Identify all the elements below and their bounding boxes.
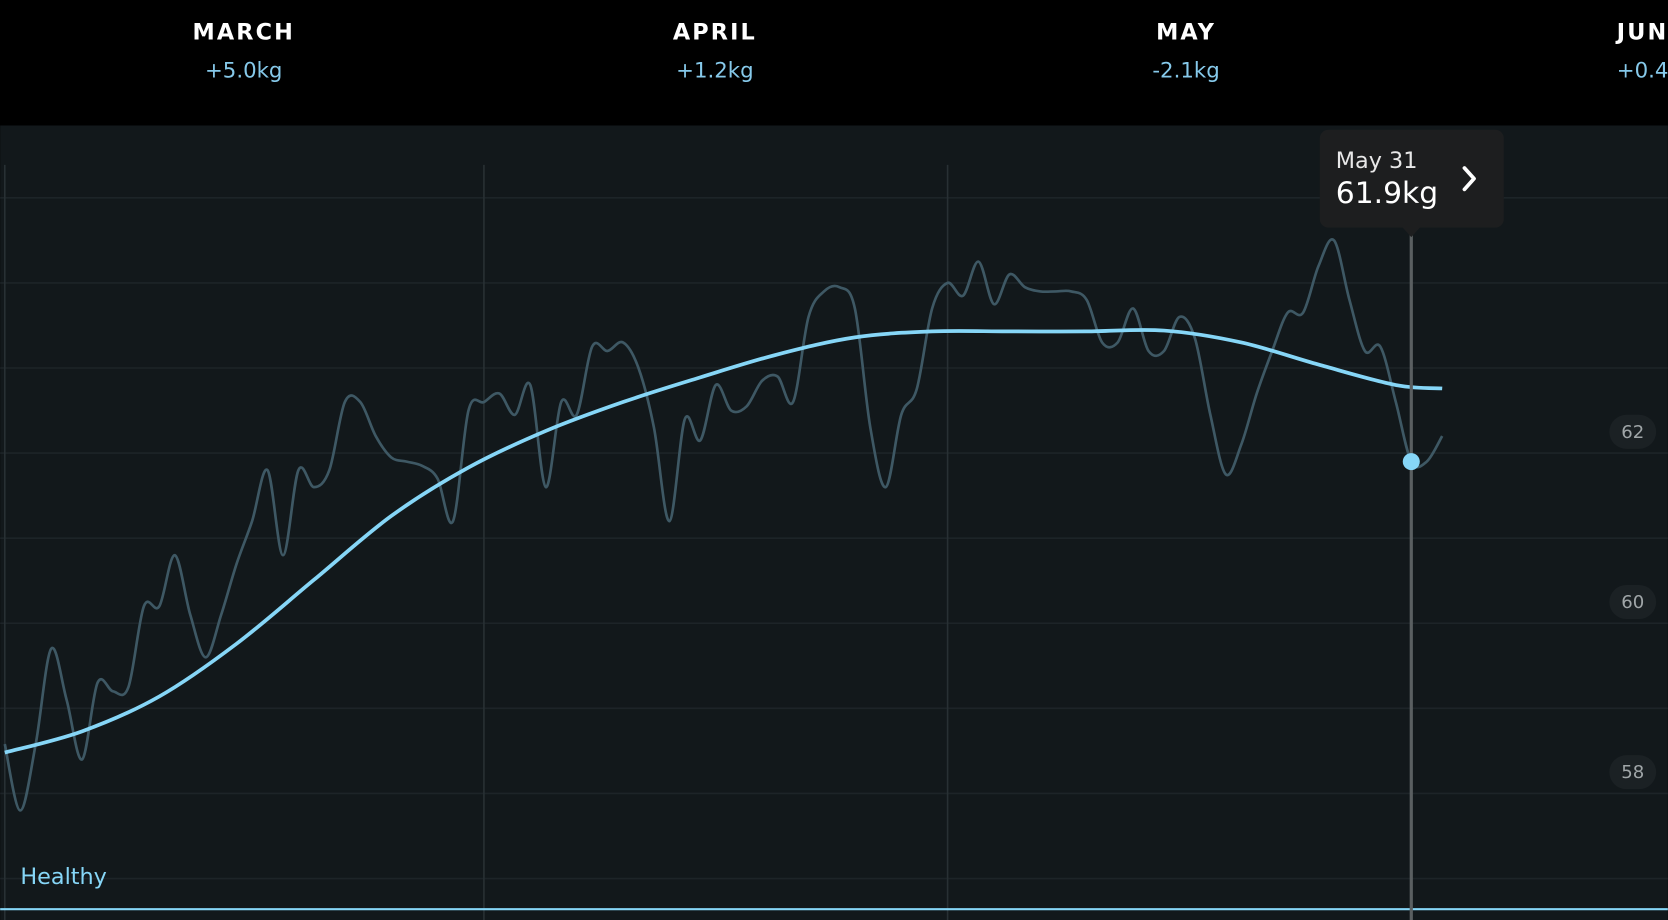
healthy-label: Healthy <box>20 864 107 890</box>
month-change: -2.1kg <box>1152 58 1219 83</box>
y-tick-label: 60 <box>1621 592 1644 613</box>
tooltip-chevron[interactable] <box>1462 166 1476 192</box>
month-name[interactable]: JUN <box>1615 19 1668 45</box>
y-tick-label: 58 <box>1621 762 1644 783</box>
month-change: +5.0kg <box>205 58 282 83</box>
month-change: +1.2kg <box>676 58 753 83</box>
tooltip-pointer <box>1401 226 1421 238</box>
selected-point[interactable] <box>1402 453 1420 471</box>
month-change: +0.4 <box>1617 58 1668 83</box>
trend-line <box>4 328 1443 755</box>
month-name[interactable]: MAY <box>1156 19 1216 45</box>
tooltip-value: 61.9kg <box>1336 176 1438 211</box>
month-name[interactable]: MARCH <box>193 19 295 45</box>
y-tick-pill <box>1609 584 1657 620</box>
y-tick-pill <box>1609 414 1657 449</box>
tooltip-date: May 31 <box>1336 148 1418 174</box>
chart-panel <box>0 125 1668 920</box>
tooltip[interactable] <box>1319 129 1504 228</box>
daily-weight-line <box>3 238 1444 812</box>
month-name[interactable]: APRIL <box>673 19 757 45</box>
header-bg <box>0 0 1668 126</box>
y-tick-label: 62 <box>1621 422 1644 443</box>
y-tick-pill <box>1609 755 1657 790</box>
